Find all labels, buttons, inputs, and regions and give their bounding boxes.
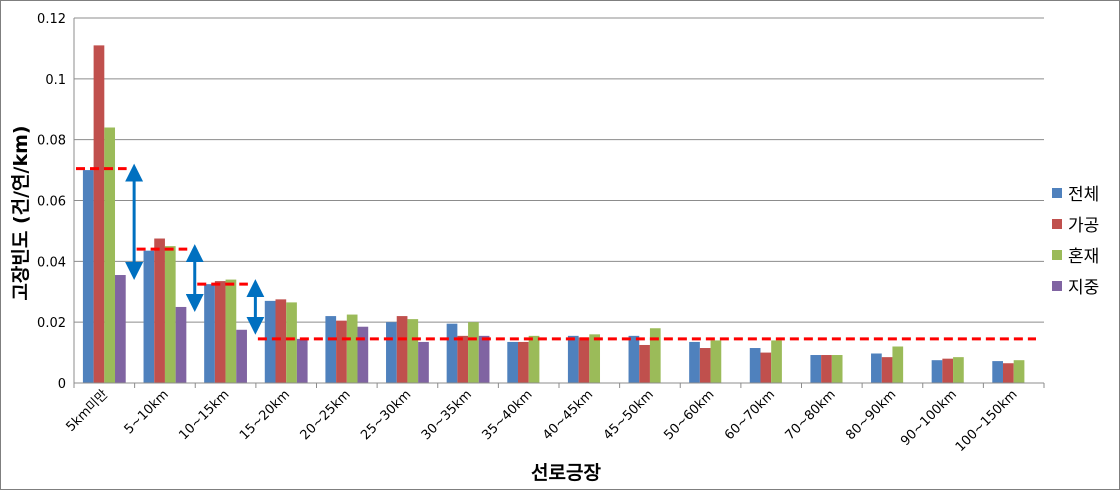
legend-label: 지중: [1068, 278, 1099, 298]
bar: [1002, 363, 1014, 383]
x-tick-label: 35~40km: [480, 387, 536, 443]
bar: [386, 322, 397, 383]
bar: [528, 335, 540, 383]
x-tick-label: 5~10km: [122, 387, 172, 437]
legend-swatch: [1052, 219, 1062, 229]
x-tick-label: 15~20km: [237, 387, 293, 443]
bar: [164, 246, 176, 383]
bar: [710, 340, 722, 383]
y-tick-label: 0.1: [45, 73, 66, 88]
x-tick-label: 50~60km: [661, 387, 717, 443]
y-tick-label: 0.08: [37, 134, 66, 149]
x-tick-label: 70~80km: [783, 387, 839, 443]
bar: [507, 341, 518, 383]
bar: [457, 335, 469, 383]
x-tick-label: 40~45km: [540, 387, 596, 443]
legend-label: 혼재: [1068, 247, 1099, 267]
x-tick-label: 100~150km: [953, 387, 1021, 455]
bar: [953, 357, 964, 383]
bar: [749, 348, 761, 383]
bar: [517, 341, 529, 383]
legend-swatch: [1052, 250, 1062, 260]
bar: [578, 337, 590, 383]
bar: [357, 326, 369, 383]
bar: [871, 353, 882, 383]
bar: [336, 320, 347, 383]
bar: [831, 355, 843, 383]
bar: [204, 284, 215, 383]
bar: [175, 306, 187, 383]
bar: [346, 314, 358, 383]
bar: [478, 335, 490, 383]
bar: [396, 316, 408, 383]
bar: [407, 319, 419, 383]
bar: [931, 360, 943, 383]
bar: [82, 170, 94, 383]
legend-swatch: [1052, 281, 1062, 291]
x-tick-label: 45~50km: [601, 387, 657, 443]
x-axis-label: 선로긍장: [531, 462, 601, 484]
bar: [942, 358, 954, 383]
y-axis-label: 고장빈도 (건/연/km): [10, 125, 32, 300]
x-tick-label: 20~25km: [298, 387, 354, 443]
bar: [881, 357, 893, 383]
bar: [589, 334, 601, 383]
bar: [1013, 360, 1025, 383]
bar: [296, 338, 308, 383]
bar: [325, 316, 337, 383]
y-tick-label: 0.02: [37, 316, 66, 331]
bar: [760, 352, 772, 383]
y-tick-label: 0: [58, 377, 66, 392]
bar: [418, 341, 429, 383]
bar: [639, 344, 650, 383]
gridlines: [74, 17, 1044, 323]
x-tick-label: 25~30km: [358, 387, 414, 443]
bar: [821, 355, 832, 383]
bar: [104, 127, 116, 383]
x-tick-label: 80~90km: [843, 387, 899, 443]
bar: [264, 300, 276, 383]
bar: [468, 322, 479, 383]
y-tick-label: 0.04: [37, 255, 66, 270]
bar: [286, 302, 297, 383]
bar: [628, 335, 640, 383]
bar: [771, 340, 782, 383]
bar: [446, 323, 458, 383]
bar: [810, 355, 822, 383]
bar: [225, 279, 237, 383]
bar: [649, 328, 661, 383]
x-tick-label: 5km미만: [63, 387, 111, 435]
x-tick-label: 10~15km: [176, 387, 232, 443]
bar: [699, 348, 711, 383]
bar: [115, 275, 126, 383]
bar: [689, 341, 700, 383]
annotations: [76, 163, 1036, 341]
legend-label: 전체: [1068, 185, 1099, 205]
bar: [154, 238, 165, 383]
bar: [567, 335, 579, 383]
bar: [275, 299, 287, 383]
y-tick-label: 0.12: [37, 12, 66, 27]
bar: [892, 346, 904, 383]
x-tick-label: 90~100km: [898, 387, 960, 449]
legend-swatch: [1052, 188, 1062, 198]
legend-label: 가공: [1068, 216, 1099, 236]
bars: [82, 45, 1025, 383]
y-tick-label: 0.06: [37, 195, 66, 210]
x-tick-label: 60~70km: [722, 387, 778, 443]
x-tick-label: 30~35km: [419, 387, 475, 443]
bar: [236, 329, 247, 383]
bar: [992, 361, 1003, 383]
bar: [214, 281, 226, 383]
bar: [93, 45, 105, 383]
bar: [143, 250, 155, 383]
